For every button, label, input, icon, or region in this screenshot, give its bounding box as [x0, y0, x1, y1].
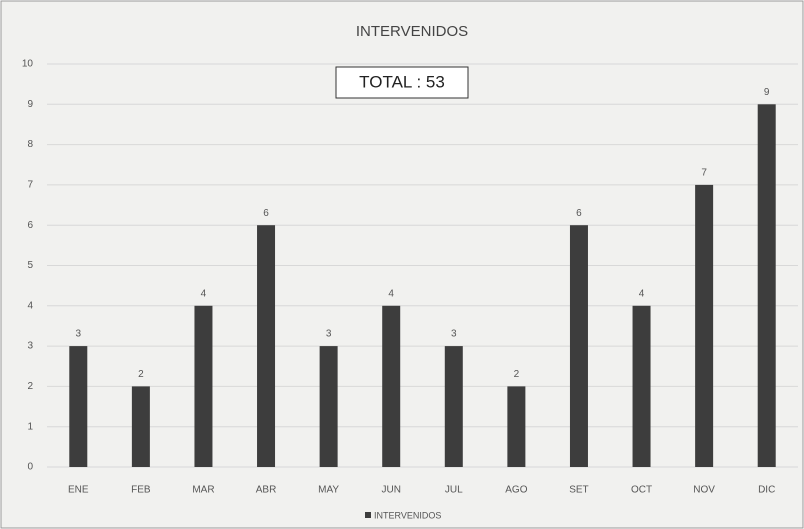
data-label: 2 — [138, 369, 144, 380]
bar — [444, 346, 463, 467]
x-tick-label: ENE — [68, 485, 89, 496]
x-tick-label: MAY — [318, 485, 339, 496]
y-tick-label: 6 — [27, 220, 33, 231]
y-tick-label: 8 — [27, 139, 33, 150]
y-tick-label: 10 — [22, 59, 34, 70]
data-label: 3 — [451, 329, 457, 340]
data-label: 7 — [701, 168, 707, 179]
y-tick-label: 4 — [27, 300, 33, 311]
data-label: 4 — [639, 288, 645, 299]
data-label: 2 — [514, 369, 520, 380]
bar — [69, 346, 88, 467]
y-tick-label: 3 — [27, 341, 33, 352]
y-tick-label: 1 — [27, 421, 33, 432]
x-tick-label: OCT — [631, 485, 652, 496]
bar — [695, 184, 714, 467]
chart-title: INTERVENIDOS — [356, 23, 468, 40]
bar — [632, 305, 651, 467]
legend-label: INTERVENIDOS — [374, 510, 441, 520]
annotation: TOTAL : 53 — [359, 72, 445, 91]
y-tick-label: 7 — [27, 180, 33, 191]
data-label: 4 — [201, 288, 207, 299]
bar — [569, 225, 588, 467]
bar — [382, 305, 401, 467]
annotation-box — [335, 66, 469, 99]
data-label: 6 — [263, 208, 269, 219]
data-label: 4 — [388, 288, 394, 299]
x-tick-label: JUN — [381, 485, 400, 496]
x-tick-label: SET — [569, 485, 588, 496]
data-label: 3 — [326, 329, 332, 340]
x-tick-label: JUL — [445, 485, 463, 496]
y-tick-label: 0 — [27, 462, 33, 473]
x-tick-label: NOV — [693, 485, 715, 496]
legend-swatch — [365, 512, 371, 518]
x-tick-label: AGO — [505, 485, 527, 496]
bar — [131, 386, 150, 467]
bar — [507, 386, 526, 467]
data-label: 6 — [576, 208, 582, 219]
bar — [257, 225, 276, 467]
bar — [319, 346, 338, 467]
x-tick-label: MAR — [192, 485, 214, 496]
data-label: 9 — [764, 87, 770, 98]
y-tick-label: 5 — [27, 260, 33, 271]
x-tick-label: DIC — [758, 485, 775, 496]
data-label: 3 — [76, 329, 82, 340]
x-tick-label: ABR — [256, 485, 277, 496]
y-tick-label: 2 — [27, 381, 33, 392]
x-tick-label: FEB — [131, 485, 151, 496]
bar — [757, 104, 776, 468]
bar — [194, 305, 213, 467]
y-tick-label: 9 — [27, 99, 33, 110]
